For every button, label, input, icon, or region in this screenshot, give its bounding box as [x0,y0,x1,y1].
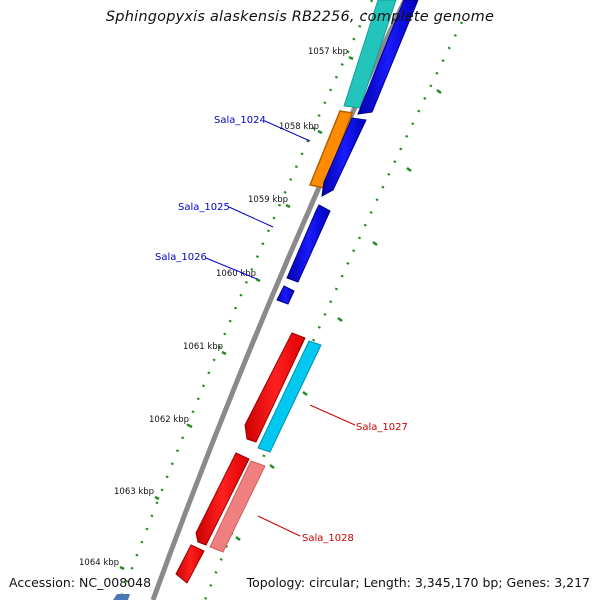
leader-line [309,404,356,426]
gene-arrow-cyan [257,340,322,453]
ruler-label: 1058 kbp [279,122,319,132]
major-ticks [119,55,442,571]
gene-arrow-pink [209,460,266,553]
leader-line [228,206,274,228]
ruler-label: 1062 kbp [149,415,189,425]
ruler-label: 1061 kbp [183,342,223,352]
inner-ruler [118,0,374,600]
gene-arrow-red [175,544,205,584]
ruler-label: 1060 kbp [216,269,256,279]
gene-arrow-steelblue [113,594,130,600]
gene-label-sala-1028[interactable]: Sala_1028 [302,533,354,544]
gene-label-sala-1027[interactable]: Sala_1027 [356,422,408,433]
gene-label-sala-1025[interactable]: Sala_1025 [178,202,230,213]
gene-arrow-red [244,332,306,443]
genome-summary: Topology: circular; Length: 3,345,170 bp… [246,575,590,590]
ruler-label: 1064 kbp [79,558,119,568]
gene-arrow-sala-1025 [286,204,331,283]
ruler-label: 1057 kbp [308,47,348,57]
gene-label-sala-1026[interactable]: Sala_1026 [155,252,207,263]
leader-line [205,257,258,280]
outer-ruler [203,21,464,600]
gene-arrow-sala-1026 [276,285,295,305]
map-title: Sphingopyxis alaskensis RB2256, complete… [105,9,495,25]
gene-label-sala-1024[interactable]: Sala_1024 [214,115,266,126]
gene-arrow-sala-1024 [321,117,367,197]
leader-line [264,120,311,142]
forward-genes [276,0,419,305]
ruler-label: 1063 kbp [114,487,154,497]
gene-arrow-blue [357,0,419,115]
ruler-label: 1059 kbp [248,195,288,205]
accession-label: Accession: NC_008048 [9,575,152,590]
outer-ring-features [209,0,397,553]
reverse-genes [175,332,306,584]
gene-arrow-red [195,452,250,546]
leader-line [257,515,301,537]
